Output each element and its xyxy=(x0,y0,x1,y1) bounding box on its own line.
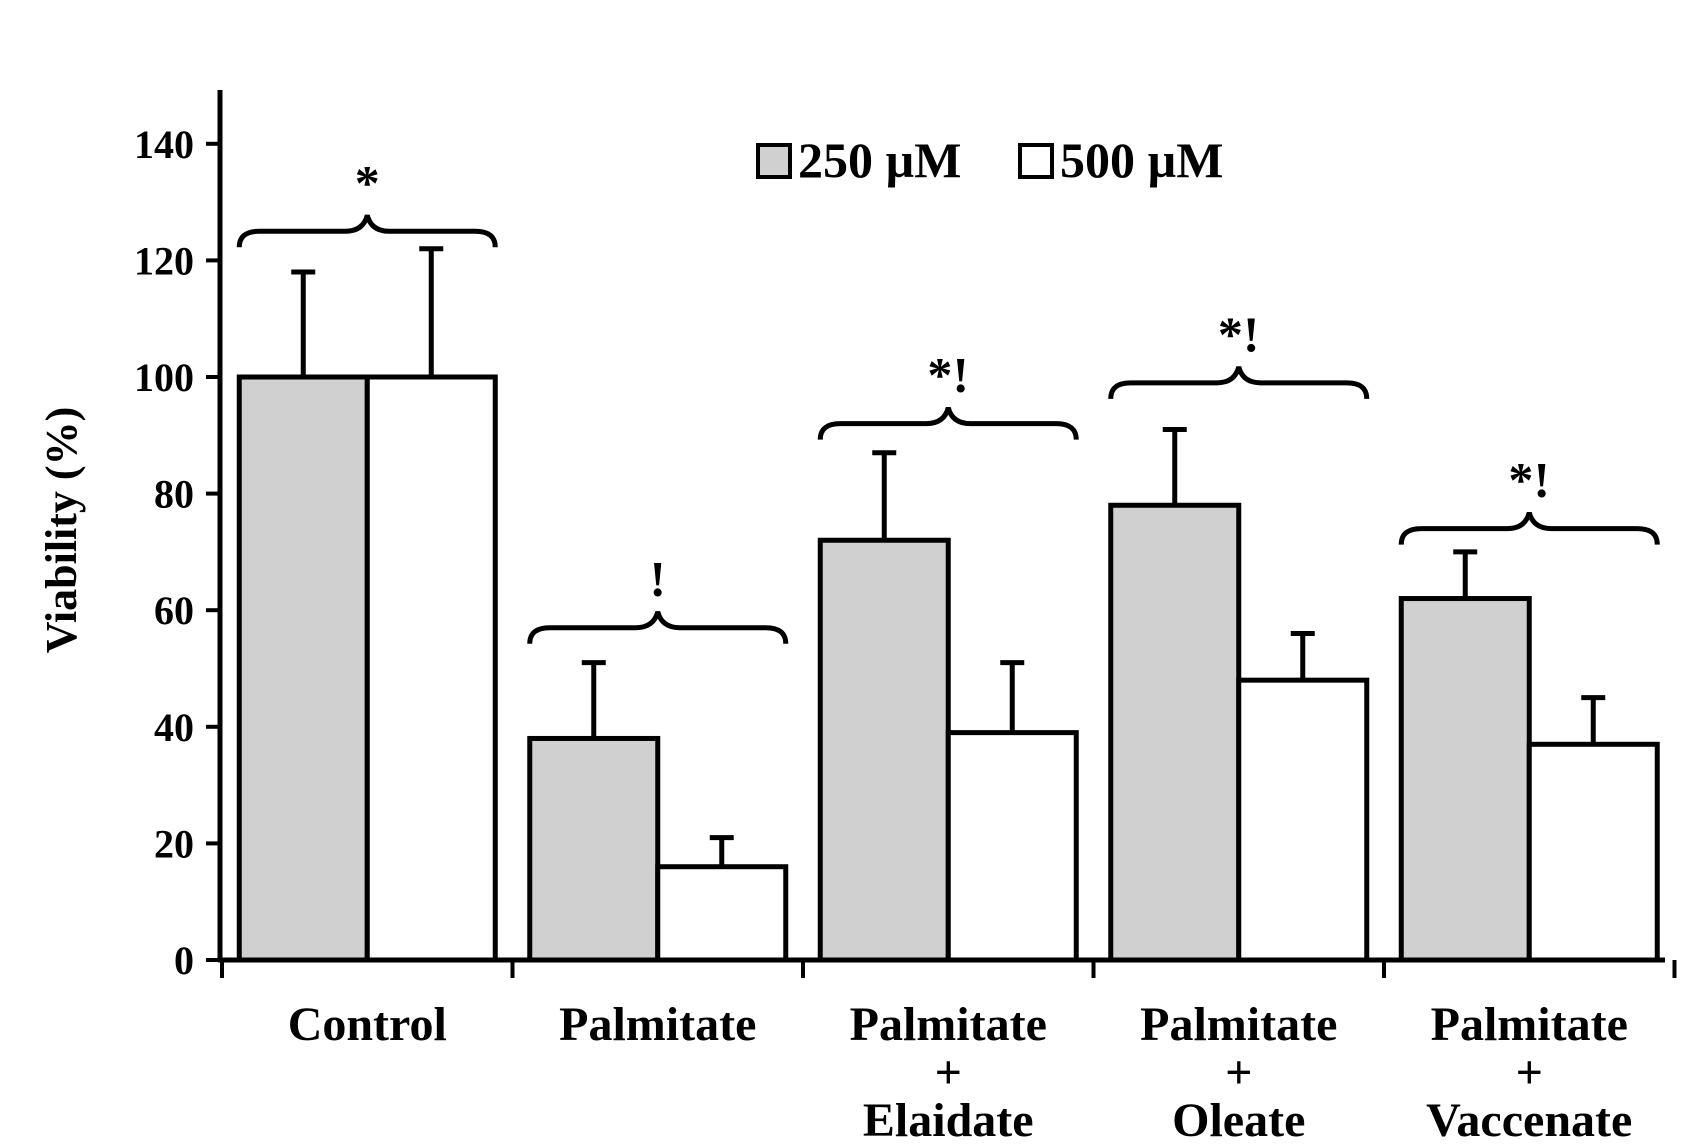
significance-brace xyxy=(1398,511,1660,545)
x-tick-label-line: Palmitate xyxy=(559,998,756,1051)
significance-marker: *! xyxy=(1218,306,1260,362)
significance-brace xyxy=(236,214,498,248)
x-tick-label-line: Palmitate xyxy=(850,998,1047,1051)
y-tick-label: 60 xyxy=(154,588,194,633)
x-tick-label-line: Vaccenate xyxy=(1426,1094,1632,1147)
y-axis-label: Viability (%) xyxy=(37,407,86,653)
x-tick-label-line: Control xyxy=(288,998,447,1051)
bar-500uM xyxy=(945,730,1079,963)
x-tick-label-line: + xyxy=(1225,1046,1252,1099)
bar-500uM xyxy=(1526,741,1660,963)
legend-swatch xyxy=(756,143,792,179)
x-tick-label: Palmitate + Oleate xyxy=(1140,998,1337,1147)
legend-label: 250 µM xyxy=(798,132,962,188)
legend: 250 µM 500 µM xyxy=(756,132,1224,188)
x-tick-label-line: Palmitate xyxy=(1140,998,1337,1051)
bar-250uM xyxy=(236,374,370,963)
bar-250uM xyxy=(817,537,951,963)
bar-250uM xyxy=(1398,596,1532,963)
x-tick-label-line: + xyxy=(935,1046,962,1099)
bar-500uM xyxy=(655,864,789,963)
significance-brace xyxy=(527,610,789,644)
bar-500uM xyxy=(1236,677,1370,963)
legend-swatch xyxy=(1018,143,1054,179)
x-tick-label: Palmitate xyxy=(559,998,756,1051)
y-tick-label: 20 xyxy=(154,821,194,866)
bar-250uM xyxy=(1108,502,1242,963)
y-tick-label: 40 xyxy=(154,705,194,750)
significance-marker: * xyxy=(355,154,380,210)
bar-500uM xyxy=(364,374,498,963)
y-tick-label: 120 xyxy=(134,238,194,283)
y-tick-label: 100 xyxy=(134,355,194,400)
y-tick-label: 80 xyxy=(154,472,194,517)
x-tick-label-line: Oleate xyxy=(1172,1094,1305,1147)
x-tick-label: Palmitate + Elaidate xyxy=(850,998,1047,1147)
x-tick-label: Control xyxy=(288,998,447,1051)
y-tick-label: 0 xyxy=(174,938,194,983)
x-tick-label-line: Elaidate xyxy=(863,1094,1034,1147)
y-tick-label: 140 xyxy=(134,122,194,167)
x-tick-label-line: Palmitate xyxy=(1431,998,1628,1051)
bar-250uM xyxy=(527,735,661,963)
significance-marker: *! xyxy=(1508,452,1550,508)
x-tick-label: Palmitate + Vaccenate xyxy=(1426,998,1632,1147)
significance-marker: ! xyxy=(649,551,666,607)
significance-brace xyxy=(1108,366,1370,400)
significance-marker: *! xyxy=(927,347,969,403)
legend-label: 500 µM xyxy=(1060,132,1224,188)
x-tick-label-line: + xyxy=(1516,1046,1543,1099)
significance-brace xyxy=(817,406,1079,440)
